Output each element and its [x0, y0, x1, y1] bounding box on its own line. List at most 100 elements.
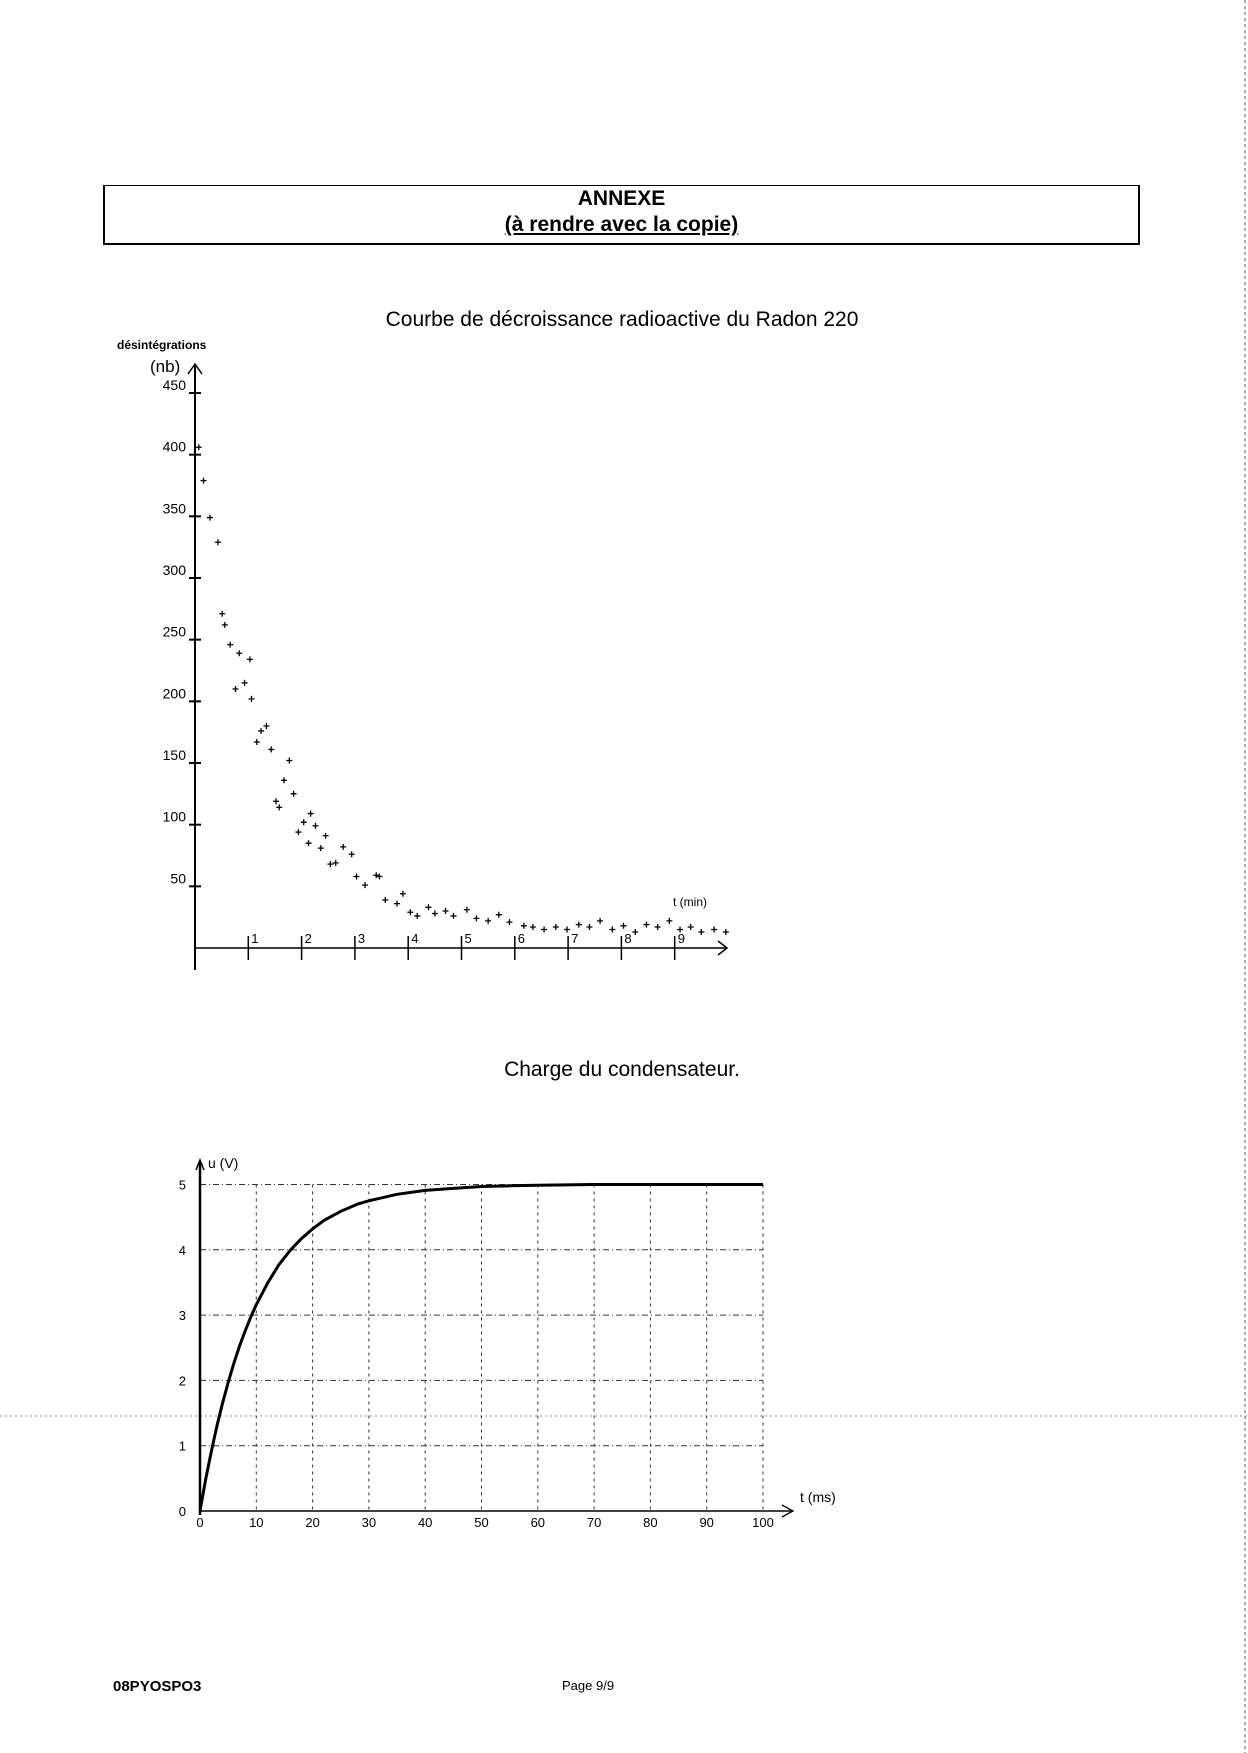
data-point	[241, 679, 248, 686]
data-point	[382, 896, 389, 903]
data-point	[312, 822, 319, 829]
data-point	[253, 739, 260, 746]
x-tick-label: 4	[411, 931, 418, 946]
y-tick-label: 4	[179, 1243, 186, 1258]
x-tick-label: 1	[251, 931, 258, 946]
y-tick-label: 1	[179, 1439, 186, 1454]
data-point	[711, 926, 718, 933]
y-axis-arrow-icon	[187, 362, 203, 375]
chart2-xlabel: t (ms)	[800, 1489, 836, 1505]
x-tick-label: 10	[249, 1515, 263, 1530]
data-point	[214, 539, 221, 546]
data-point	[305, 840, 312, 847]
data-point	[276, 804, 283, 811]
x-tick-label: 20	[305, 1515, 319, 1530]
data-point	[407, 909, 414, 916]
data-point	[300, 819, 307, 826]
data-point	[348, 851, 355, 858]
chart1-ylabel-unit: (nb)	[150, 357, 180, 376]
y-tick-label: 3	[179, 1308, 186, 1323]
data-point	[206, 514, 213, 521]
data-point	[227, 641, 234, 648]
x-tick-label: 2	[305, 931, 312, 946]
data-point	[258, 727, 265, 734]
data-point	[597, 917, 604, 924]
data-point	[632, 928, 639, 935]
data-point	[473, 915, 480, 922]
data-point	[564, 926, 571, 933]
data-point	[609, 926, 616, 933]
data-point	[520, 922, 527, 929]
y-tick-label: 100	[163, 809, 187, 825]
data-point	[666, 917, 673, 924]
data-point	[414, 912, 421, 919]
y-tick-label: 450	[163, 377, 187, 393]
data-point	[485, 917, 492, 924]
data-point	[506, 919, 513, 926]
data-point	[200, 477, 207, 484]
y-tick-label: 400	[163, 439, 187, 455]
annex-title: ANNEXE	[577, 187, 666, 210]
data-point	[376, 873, 383, 880]
x-tick-label: 70	[587, 1515, 601, 1530]
data-point	[263, 723, 270, 729]
x-tick-label: 5	[465, 931, 472, 946]
x-tick-label: 0	[196, 1515, 203, 1530]
data-point	[399, 890, 406, 897]
annex-subtitle: (à rendre avec la copie)	[504, 213, 739, 236]
data-point	[643, 921, 650, 928]
chart2-ylabel: u (V)	[208, 1155, 238, 1171]
page-number: Page 9/9	[562, 1678, 615, 1693]
data-point	[450, 912, 457, 919]
chart1-xlabel: t (min)	[673, 895, 707, 909]
x-tick-label: 90	[699, 1515, 713, 1530]
y-tick-label: 350	[163, 500, 187, 516]
y-axis-arrow-icon	[195, 1157, 205, 1171]
data-point	[586, 924, 593, 931]
data-point	[620, 922, 627, 929]
data-point	[677, 926, 684, 933]
data-point	[425, 904, 432, 911]
y-tick-label: 5	[179, 1178, 186, 1193]
data-point	[317, 845, 324, 852]
chart1-ylabel: désintégrations	[117, 338, 207, 352]
charge-curve	[198, 1183, 763, 1512]
data-point	[541, 926, 548, 933]
data-point	[431, 910, 438, 917]
x-axis-arrow-icon	[781, 1504, 795, 1518]
x-tick-label: 60	[531, 1515, 545, 1530]
x-tick-label: 30	[362, 1515, 376, 1530]
x-axis-arrow-icon	[717, 940, 729, 956]
data-point	[246, 656, 253, 663]
x-tick-label: 6	[518, 931, 525, 946]
data-point	[307, 810, 314, 817]
data-point	[722, 928, 729, 935]
data-point	[332, 859, 339, 866]
chart2-title: Charge du condensateur.	[504, 1058, 740, 1081]
data-point	[236, 650, 243, 657]
data-point	[290, 790, 297, 797]
data-point	[353, 873, 360, 880]
y-tick-label: 0	[179, 1504, 186, 1519]
data-point	[362, 882, 369, 889]
data-point	[295, 829, 302, 836]
x-tick-label: 100	[752, 1515, 774, 1530]
data-point	[340, 843, 347, 850]
x-tick-label: 7	[571, 931, 578, 946]
data-point	[219, 610, 226, 617]
y-tick-label: 300	[163, 562, 187, 578]
data-point	[322, 832, 329, 839]
data-point	[286, 757, 293, 764]
data-point	[654, 924, 661, 931]
x-tick-label: 50	[474, 1515, 488, 1530]
data-point	[442, 908, 449, 914]
radon-chart: désintégrations (nb) t (min) 50 100 150 200…	[117, 338, 729, 970]
y-tick-label: 150	[163, 747, 187, 763]
y-tick-label: 200	[163, 685, 187, 701]
data-point	[463, 906, 470, 913]
data-point	[248, 695, 255, 702]
data-point	[232, 686, 239, 692]
y-tick-label: 2	[179, 1373, 186, 1388]
